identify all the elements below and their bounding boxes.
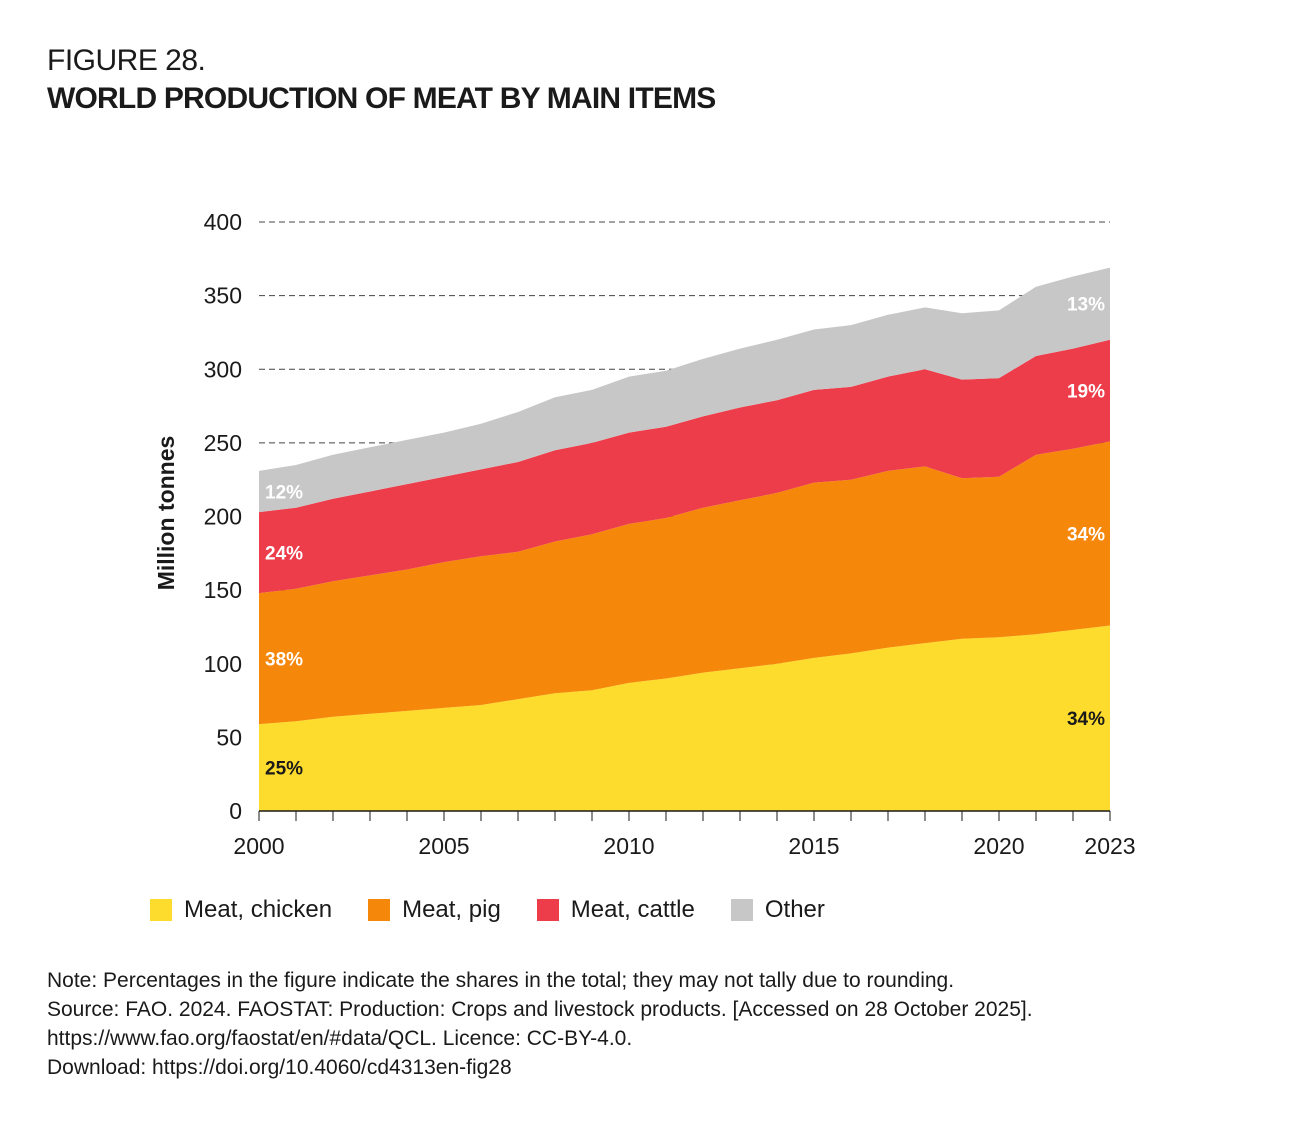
legend-swatch-cattle <box>536 899 559 921</box>
x-axis: 2000 2005 2010 2015 2020 2023 <box>233 810 1136 859</box>
area-other <box>259 267 1110 513</box>
y-axis-label: Million tonnes <box>153 436 179 591</box>
download-link[interactable]: Download: https://doi.org/10.4060/cd4313… <box>47 1056 512 1079</box>
y-tick-label: 0 <box>229 798 242 824</box>
share-label-pig: 34% <box>1067 524 1105 545</box>
y-axis-ticks: 0 50 100 150 200 250 300 350 400 <box>204 209 242 824</box>
source-url[interactable]: https://www.fao.org/faostat/en/#data/QCL… <box>47 1027 633 1050</box>
share-label-cattle: 19% <box>1067 382 1105 403</box>
legend-label: Meat, cattle <box>570 896 695 923</box>
legend-item-cattle: Meat, cattle <box>536 896 695 924</box>
share-label-cattle: 24% <box>265 544 303 565</box>
area-pig <box>259 441 1110 725</box>
y-tick-label: 250 <box>204 430 242 456</box>
share-label-other: 12% <box>265 482 303 503</box>
y-tick-label: 350 <box>204 283 242 309</box>
note-text: Note: Percentages in the figure indicate… <box>47 969 955 992</box>
legend-label: Meat, chicken <box>184 896 333 923</box>
figure-title: WORLD PRODUCTION OF MEAT BY MAIN ITEMS <box>47 82 716 115</box>
legend-label: Other <box>764 896 825 923</box>
share-label-chicken: 34% <box>1067 709 1105 730</box>
area-series <box>259 267 1110 811</box>
legend: Meat, chicken Meat, pig Meat, cattle Oth… <box>150 896 861 924</box>
x-tick-label: 2005 <box>418 833 469 859</box>
legend-swatch-other <box>730 899 753 921</box>
x-tick-label: 2015 <box>788 833 839 859</box>
legend-label: Meat, pig <box>402 896 501 923</box>
area-cattle <box>259 339 1110 594</box>
x-tick-label: 2010 <box>603 833 654 859</box>
share-annotations: 25% 38% 24% 12% 34% 34% 19% 13% <box>265 295 1105 780</box>
legend-item-pig: Meat, pig <box>368 896 501 924</box>
legend-swatch-chicken <box>150 899 172 921</box>
y-tick-label: 150 <box>204 577 242 603</box>
legend-swatch-pig <box>368 899 391 921</box>
figure-label: FIGURE 28. <box>47 44 206 77</box>
y-tick-label: 50 <box>216 724 242 750</box>
source-text: Source: FAO. 2024. FAOSTAT: Production: … <box>47 998 1033 1021</box>
legend-item-other: Other <box>730 896 825 924</box>
area-chicken <box>259 625 1110 811</box>
share-label-pig: 38% <box>265 650 303 671</box>
share-label-other: 13% <box>1067 295 1105 316</box>
y-tick-label: 300 <box>204 356 242 382</box>
y-tick-label: 400 <box>204 209 242 235</box>
x-tick-label: 2000 <box>233 833 284 859</box>
y-tick-label: 100 <box>204 651 242 677</box>
x-tick-label: 2020 <box>973 833 1024 859</box>
y-tick-label: 200 <box>204 504 242 530</box>
stacked-area-chart: 0 50 100 150 200 250 300 350 400 2000 2005 2010 201… <box>153 209 1136 859</box>
legend-item-chicken: Meat, chicken <box>150 896 332 924</box>
share-label-chicken: 25% <box>265 759 303 780</box>
x-tick-label: 2023 <box>1084 833 1135 859</box>
figure-notes: Note: Percentages in the figure indicate… <box>47 966 1033 1082</box>
